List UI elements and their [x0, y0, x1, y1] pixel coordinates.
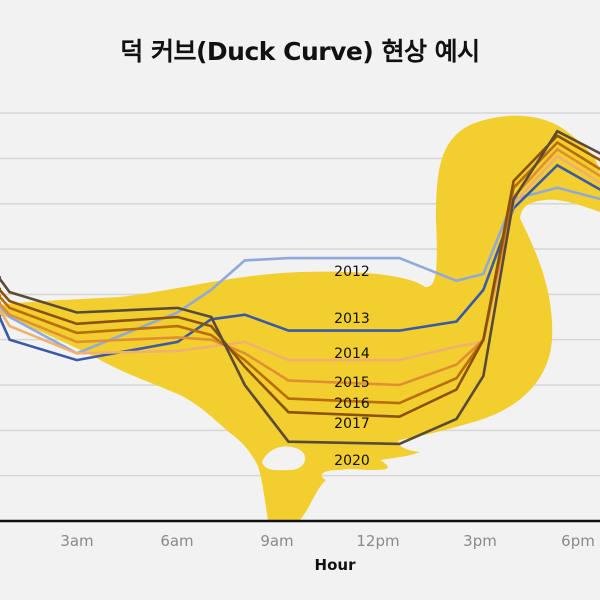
series-lines [0, 129, 600, 446]
x-tick-label: 12pm [356, 532, 400, 550]
series-label-2014: 2014 [334, 346, 370, 362]
chart-title: 덕 커브(Duck Curve) 현상 예시 [120, 37, 480, 66]
x-tick-label: 3am [60, 532, 94, 550]
x-tick-label: 6pm [561, 532, 595, 550]
series-label-2015: 2015 [334, 375, 370, 391]
x-axis-label: Hour [314, 556, 356, 574]
x-tick-label: 9am [260, 532, 294, 550]
duck-silhouette [0, 115, 600, 521]
series-label-2016: 2016 [334, 396, 370, 412]
series-line-2017 [0, 134, 600, 419]
series-label-2013: 2013 [334, 311, 370, 327]
series-line-2020 [0, 129, 600, 446]
x-tick-label: 6am [160, 532, 194, 550]
x-tick-label: 3pm [463, 532, 497, 550]
series-label-2020: 2020 [334, 453, 370, 469]
series-line-2015 [0, 147, 600, 387]
duck-leg-gap [262, 446, 306, 471]
series-label-2012: 2012 [334, 264, 370, 280]
series-label-2017: 2017 [334, 416, 370, 432]
